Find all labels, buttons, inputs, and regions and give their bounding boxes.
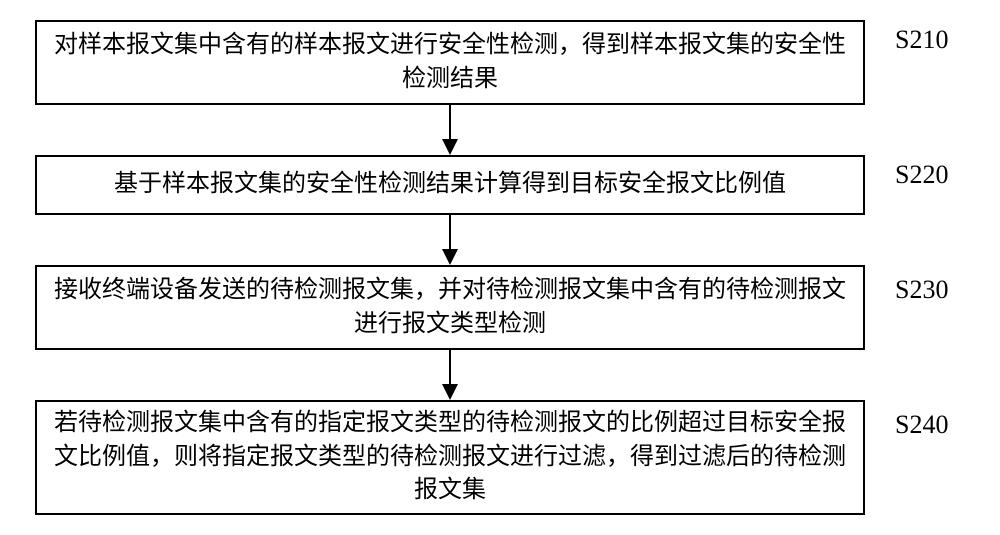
flow-step-text: 基于样本报文集的安全性检测结果计算得到目标安全报文比例值	[114, 168, 786, 202]
flow-step-label-s240: S240	[895, 410, 948, 440]
flow-step-label-s230: S230	[895, 275, 948, 305]
flow-step-label-s220: S220	[895, 160, 948, 190]
flow-step-s210: 对样本报文集中含有的样本报文进行安全性检测，得到样本报文集的安全性检测结果	[35, 20, 865, 105]
flow-step-label-s210: S210	[895, 25, 948, 55]
label-text: S210	[895, 25, 948, 54]
flow-step-text: 对样本报文集中含有的样本报文进行安全性检测，得到样本报文集的安全性检测结果	[49, 29, 851, 96]
flow-step-s230: 接收终端设备发送的待检测报文集，并对待检测报文集中含有的待检测报文进行报文类型检…	[35, 265, 865, 350]
flow-step-text: 接收终端设备发送的待检测报文集，并对待检测报文集中含有的待检测报文进行报文类型检…	[49, 274, 851, 341]
flow-step-text: 若待检测报文集中含有的指定报文类型的待检测报文的比例超过目标安全报文比例值，则将…	[49, 407, 851, 508]
flowchart-canvas: 对样本报文集中含有的样本报文进行安全性检测，得到样本报文集的安全性检测结果 S2…	[0, 0, 1000, 535]
label-text: S220	[895, 160, 948, 189]
arrow-icon	[438, 350, 462, 400]
flow-step-s240: 若待检测报文集中含有的指定报文类型的待检测报文的比例超过目标安全报文比例值，则将…	[35, 400, 865, 515]
arrow-icon	[438, 215, 462, 265]
arrow-icon	[438, 105, 462, 155]
flow-step-s220: 基于样本报文集的安全性检测结果计算得到目标安全报文比例值	[35, 155, 865, 215]
label-text: S230	[895, 275, 948, 304]
label-text: S240	[895, 410, 948, 439]
